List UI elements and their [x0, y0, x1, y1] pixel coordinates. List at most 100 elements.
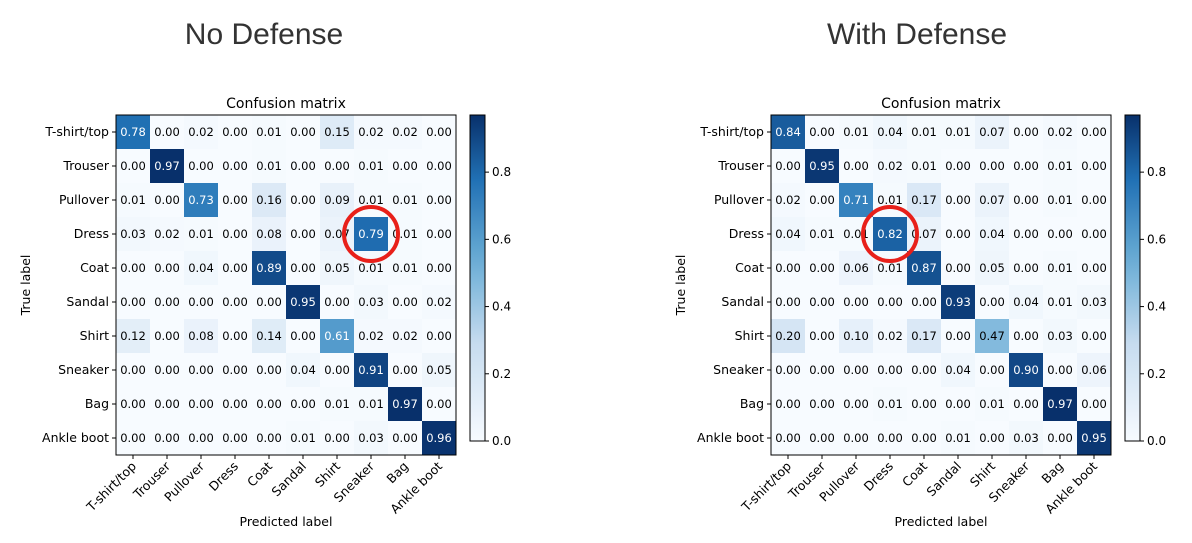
cell-value-label: 0.01 — [809, 227, 835, 241]
heatmap-cell — [184, 217, 218, 251]
x-tick-label: Dress — [861, 459, 897, 495]
cell-value-label: 0.00 — [392, 159, 418, 173]
cell-value-label: 0.01 — [979, 397, 1005, 411]
cell-value-label: 0.01 — [911, 125, 937, 139]
cell-value-label: 0.00 — [120, 431, 146, 445]
heatmap-cell — [1077, 353, 1111, 387]
cell-value-label: 0.00 — [426, 227, 452, 241]
heatmap-cell — [286, 149, 320, 183]
heatmap-cell — [422, 149, 456, 183]
cell-value-label: 0.00 — [945, 227, 971, 241]
cell-value-label: 0.00 — [775, 159, 801, 173]
y-tick-label: Trouser — [62, 158, 109, 173]
heatmap-cell — [771, 251, 805, 285]
x-tick-label: Sandal — [923, 459, 964, 500]
colorbar-tick-label: 0.0 — [492, 434, 511, 448]
heatmap-cell — [1009, 421, 1043, 455]
cell-value-label: 0.00 — [120, 261, 146, 275]
highlight-circle — [342, 205, 400, 263]
cell-value-label: 0.00 — [945, 329, 971, 343]
cell-value-label: 0.97 — [392, 397, 418, 411]
cell-value-label: 0.08 — [256, 227, 282, 241]
heatmap-cell — [388, 285, 422, 319]
cell-value-label: 0.00 — [154, 193, 180, 207]
colorbar-tick-label: 0.8 — [1147, 165, 1166, 179]
heatmap-cell — [805, 115, 839, 149]
heatmap-cell — [873, 319, 907, 353]
cell-value-label: 0.61 — [324, 329, 350, 343]
heatmap-cell — [771, 421, 805, 455]
heatmap-cell — [116, 183, 150, 217]
cell-value-label: 0.00 — [426, 397, 452, 411]
heatmap-cell — [1077, 319, 1111, 353]
heatmap-cell — [805, 149, 839, 183]
heatmap-cell — [354, 217, 388, 251]
heatmap-cell — [941, 387, 975, 421]
cell-value-label: 0.00 — [843, 397, 869, 411]
colorbar-tick-label: 0.8 — [492, 165, 511, 179]
heatmap-cell — [839, 387, 873, 421]
heatmap-cell — [839, 421, 873, 455]
colorbar-tick-label: 0.6 — [1147, 232, 1166, 246]
cell-value-label: 0.01 — [392, 261, 418, 275]
cell-value-label: 0.01 — [911, 159, 937, 173]
cell-value-label: 0.00 — [1081, 329, 1107, 343]
cell-value-label: 0.01 — [358, 261, 384, 275]
heatmap-cell — [839, 183, 873, 217]
heatmap-cell — [150, 285, 184, 319]
heatmap-cell — [1043, 285, 1077, 319]
heatmap-cell — [184, 149, 218, 183]
cell-value-label: 0.00 — [222, 125, 248, 139]
colorbar-tick-label: 0.6 — [492, 232, 511, 246]
cell-value-label: 0.96 — [426, 431, 452, 445]
heatmap-cell — [771, 149, 805, 183]
cell-value-label: 0.00 — [222, 261, 248, 275]
heatmap-cell — [388, 319, 422, 353]
cell-value-label: 0.79 — [358, 227, 384, 241]
heatmap-cell — [873, 217, 907, 251]
heatmap-cell — [252, 217, 286, 251]
heatmap-cell — [873, 353, 907, 387]
cell-value-label: 0.00 — [290, 261, 316, 275]
cell-value-label: 0.00 — [1081, 159, 1107, 173]
colorbar — [469, 114, 486, 442]
cell-value-label: 0.01 — [945, 431, 971, 445]
cell-value-label: 0.03 — [120, 227, 146, 241]
heatmap-cell — [388, 421, 422, 455]
cell-value-label: 0.07 — [979, 193, 1005, 207]
y-axis-label: True label — [18, 255, 33, 317]
heatmap-cell — [1043, 387, 1077, 421]
heatmap-cell — [1077, 251, 1111, 285]
no-defense-heading: No Defense — [184, 18, 344, 51]
y-tick-label: T-shirt/top — [699, 124, 764, 139]
cell-value-label: 0.01 — [877, 193, 903, 207]
cell-value-label: 0.16 — [256, 193, 282, 207]
cell-value-label: 0.00 — [843, 363, 869, 377]
y-tick-label: Sneaker — [58, 362, 110, 377]
cell-value-label: 0.00 — [1081, 227, 1107, 241]
heatmap-cell — [252, 421, 286, 455]
heatmap-cell — [218, 217, 252, 251]
cell-value-label: 0.00 — [1047, 227, 1073, 241]
heatmap-cell — [907, 183, 941, 217]
cell-value-label: 0.00 — [809, 193, 835, 207]
heatmap-cell — [975, 353, 1009, 387]
heatmap-cell — [320, 149, 354, 183]
cell-value-label: 0.00 — [979, 295, 1005, 309]
cell-value-label: 0.01 — [358, 193, 384, 207]
colorbar-tick-label: 0.4 — [492, 300, 511, 314]
heatmap-cell — [218, 115, 252, 149]
cell-value-label: 0.03 — [1013, 431, 1039, 445]
cell-value-label: 0.00 — [222, 431, 248, 445]
cell-value-label: 0.00 — [154, 431, 180, 445]
heatmap-cell — [422, 285, 456, 319]
heatmap-cell — [354, 285, 388, 319]
heatmap-cell — [941, 421, 975, 455]
cell-value-label: 0.02 — [1047, 125, 1073, 139]
y-tick-label: Bag — [740, 396, 764, 411]
cell-value-label: 0.00 — [1081, 261, 1107, 275]
cell-value-label: 0.01 — [256, 159, 282, 173]
colorbar-tick-label: 0.4 — [1147, 300, 1166, 314]
heatmap-cell — [1043, 251, 1077, 285]
x-tick-label: Coat — [244, 458, 275, 489]
